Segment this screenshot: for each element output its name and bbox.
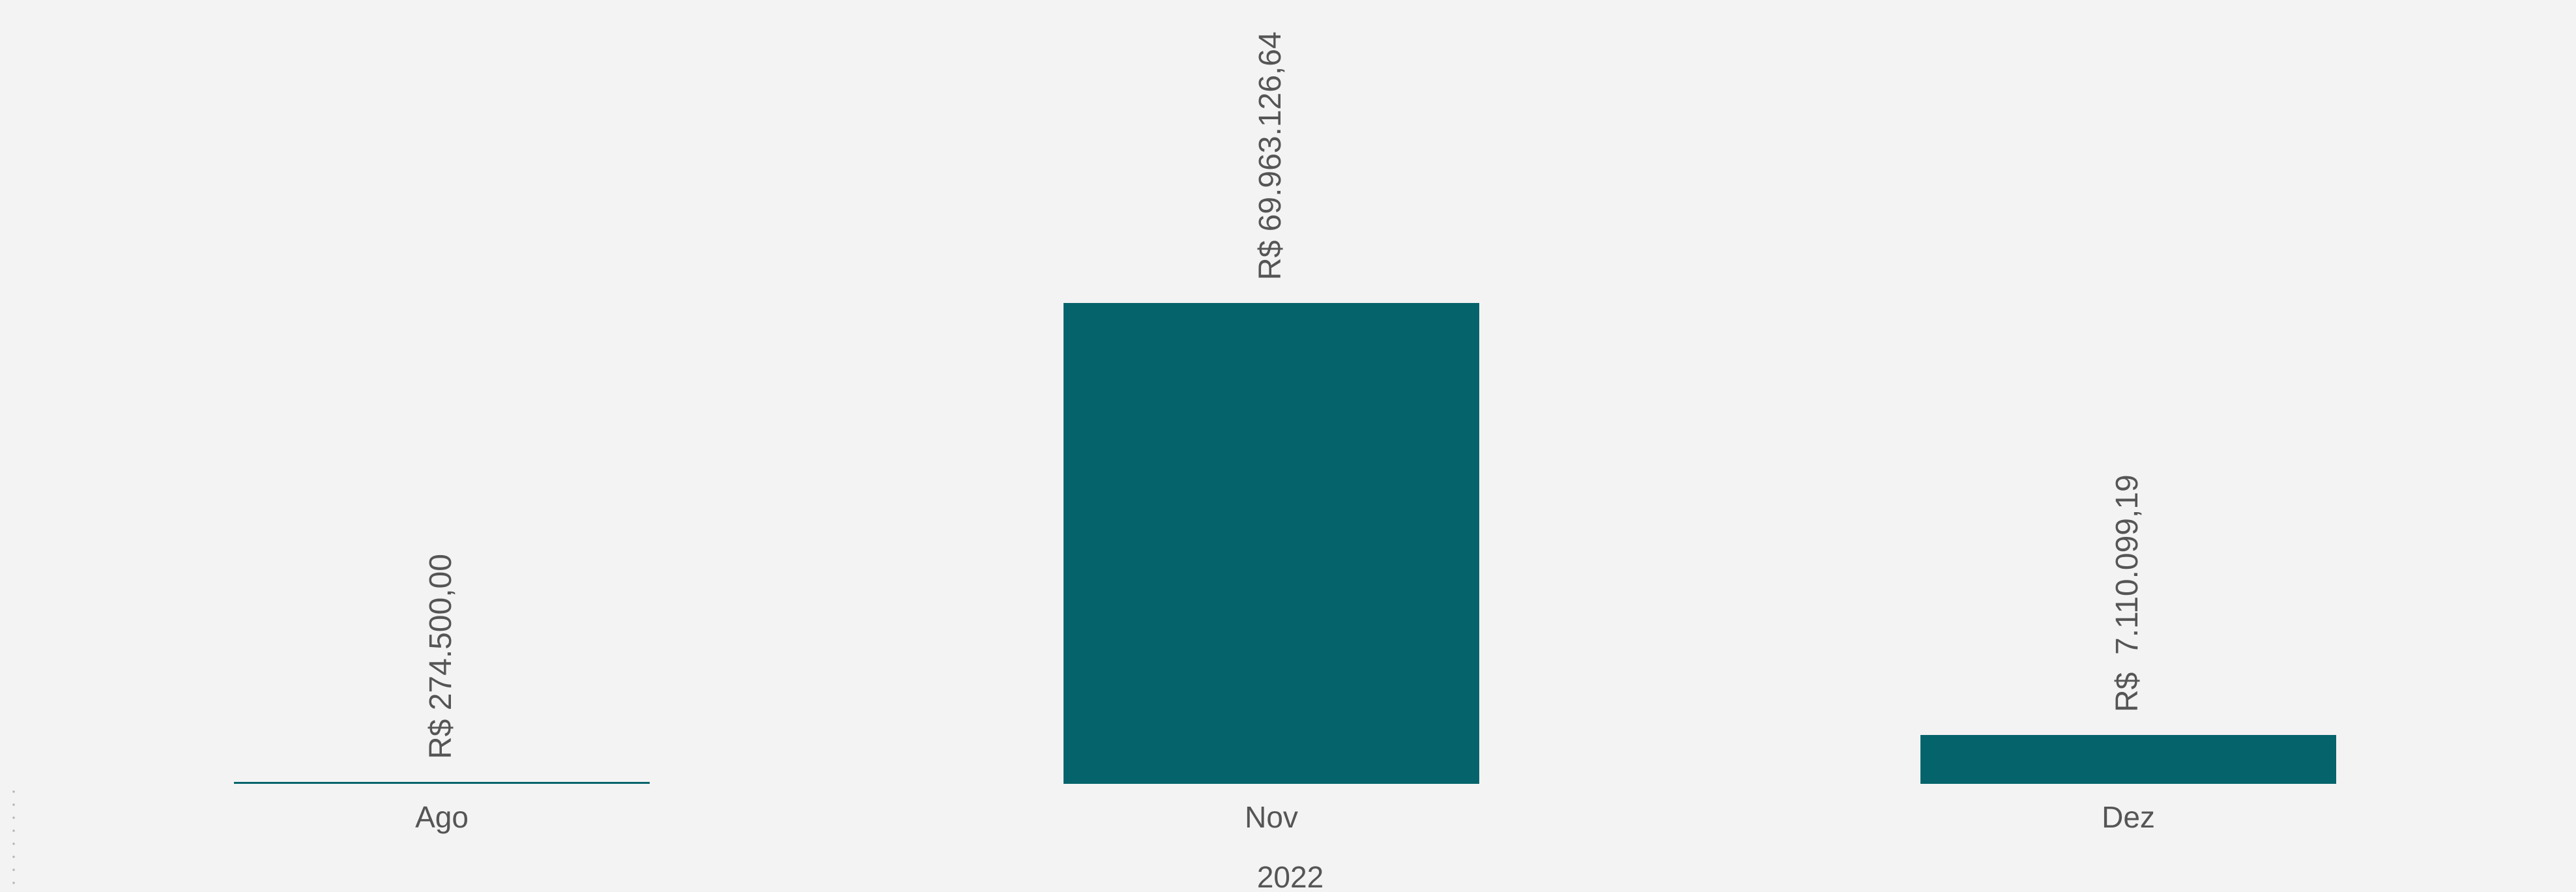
category-label-nov: Nov [1245, 800, 1298, 834]
bar-ago [234, 782, 650, 784]
group-label-year: 2022 [1257, 860, 1324, 892]
edge-handle-dots [12, 785, 16, 889]
category-labels-group: Ago Nov Dez [415, 800, 2155, 834]
data-label-dez: R$ 7.110.099,19 [2110, 474, 2145, 712]
data-labels-group: R$ 274.500,00 R$ 69.963.126,64 R$ 7.110.09… [424, 31, 2145, 759]
category-label-dez: Dez [2102, 800, 2155, 834]
bars-group [234, 303, 2336, 784]
data-label-nov: R$ 69.963.126,64 [1253, 31, 1288, 280]
bar-nov [1064, 303, 1479, 784]
category-label-ago: Ago [415, 800, 469, 834]
bar-dez [1920, 734, 2336, 784]
data-label-ago: R$ 274.500,00 [424, 554, 458, 759]
